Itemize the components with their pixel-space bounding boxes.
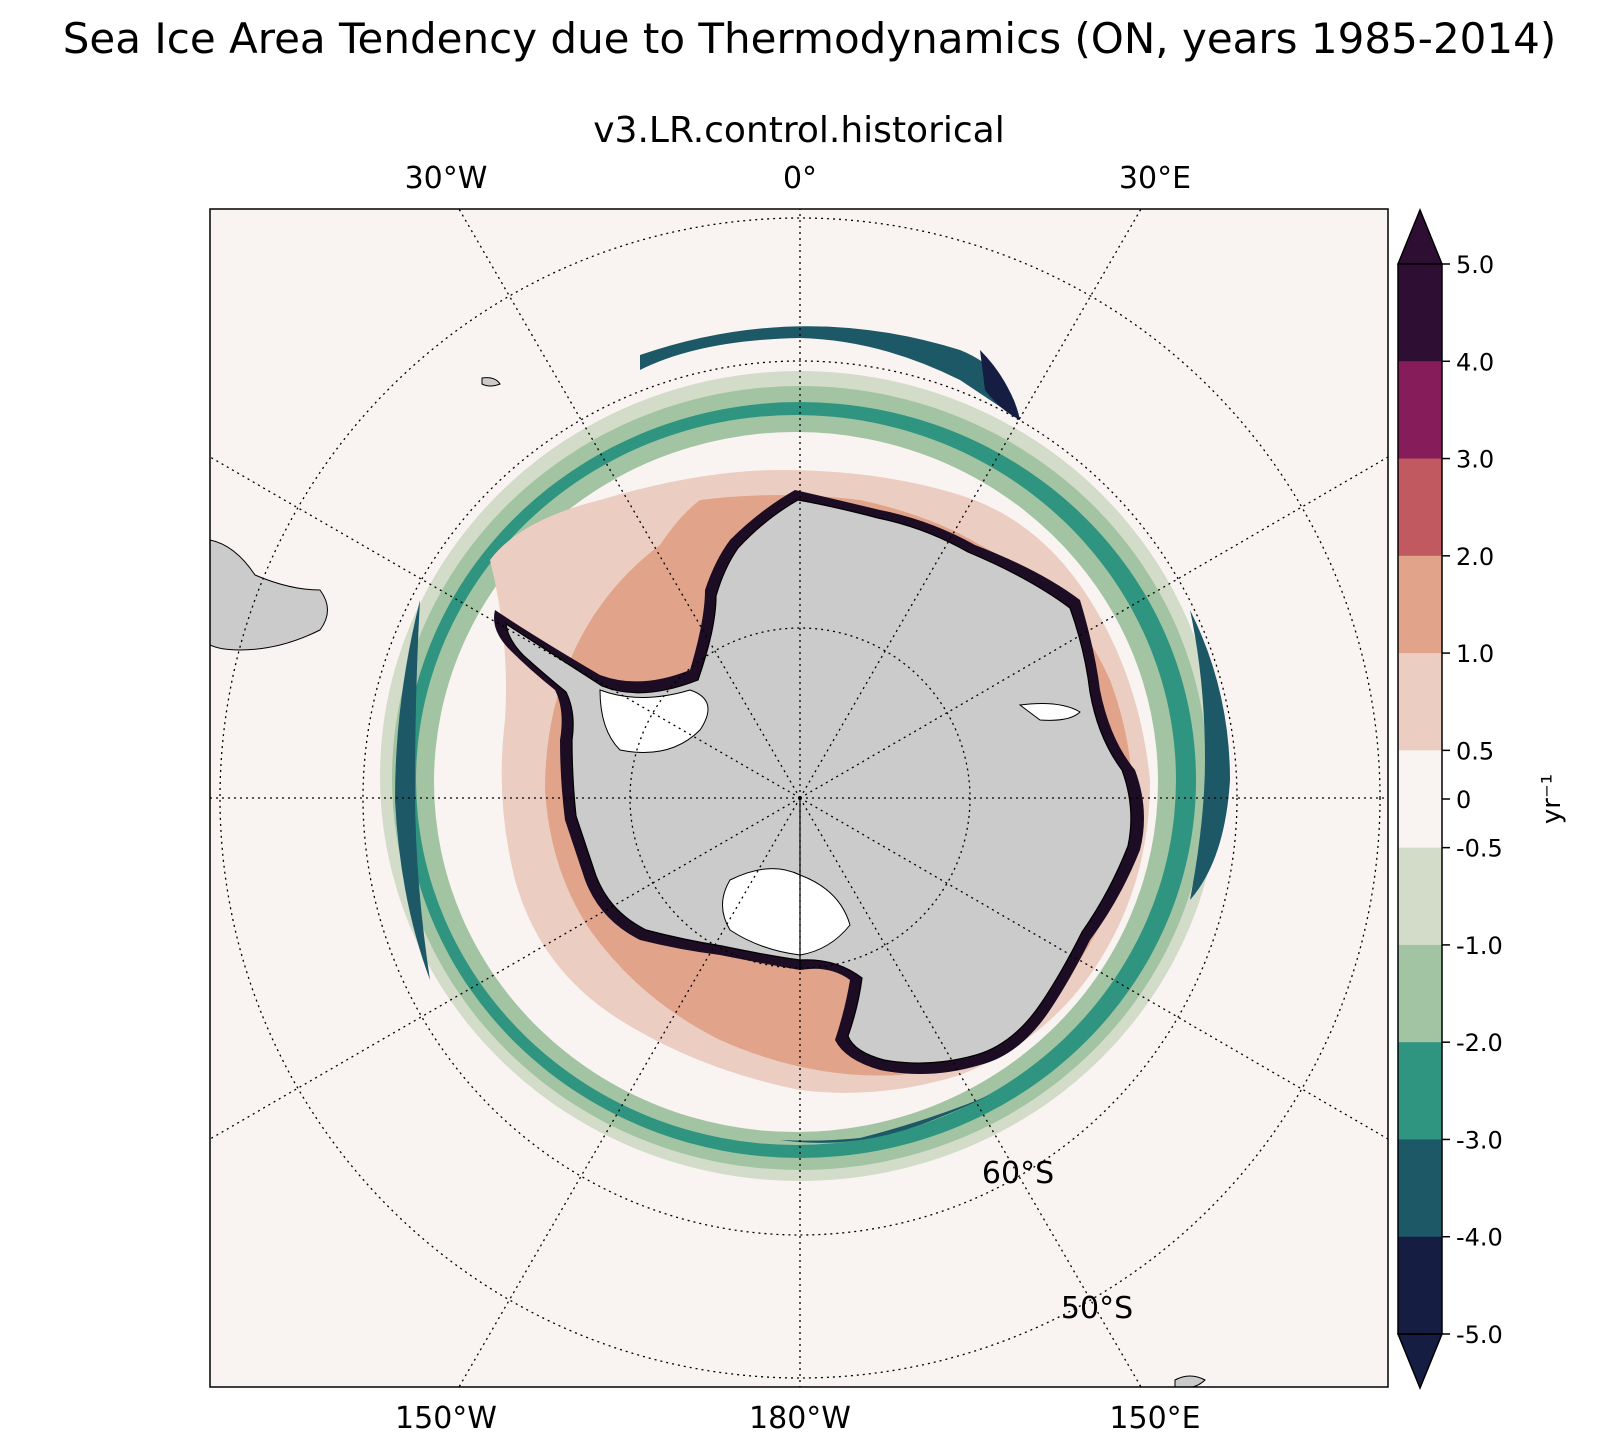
latitude-label-60s: 60°S xyxy=(982,1156,1054,1191)
colorbar-bin xyxy=(1398,264,1442,362)
latitude-circle-60s xyxy=(362,360,1238,1236)
latitude-circle-50s xyxy=(219,217,1381,1379)
colorbar-extend-min-arrow xyxy=(1396,1333,1444,1390)
longitude-label-bottom-150e: 150°E xyxy=(1109,1401,1200,1436)
colorbar-bins xyxy=(1398,264,1442,1335)
colorbar-bin xyxy=(1398,1236,1442,1335)
contour-patch-neg-3-east xyxy=(1190,610,1230,900)
colorbar-extend-max-arrow xyxy=(1396,208,1444,265)
colorbar-tick-label: 1.0 xyxy=(1456,640,1494,668)
colorbar-tick-label: 2.0 xyxy=(1456,543,1494,571)
amery-ice-shelf xyxy=(1018,703,1081,721)
colorbar-tick-label: -5.0 xyxy=(1456,1321,1503,1349)
south-georgia-island xyxy=(481,377,501,387)
antarctica-landmass xyxy=(494,490,1144,1074)
colorbar-tick-label: 3.0 xyxy=(1456,446,1494,474)
map-subtitle: v3.LR.control.historical xyxy=(593,110,1005,151)
colorbar-ticks: 5.0 4.0 3.0 2.0 1.0 0.5 0 -0.5 -1.0 -2.0 -3.0 -4.0 -… xyxy=(1442,251,1503,1349)
colorbar-bin xyxy=(1398,555,1442,654)
ross-ice-shelf xyxy=(722,868,851,956)
longitude-label-bottom-180w: 180°W xyxy=(749,1401,851,1436)
colorbar-bin xyxy=(1398,361,1442,460)
figure-title: Sea Ice Area Tendency due to Thermodynam… xyxy=(62,14,1557,63)
colorbar-tick-label: -1.0 xyxy=(1456,932,1503,960)
longitude-label-top-30w: 30°W xyxy=(405,161,488,196)
antarctica-land xyxy=(505,499,1132,1064)
latitude-label-50s: 50°S xyxy=(1061,1291,1133,1326)
colorbar-bin xyxy=(1398,1042,1442,1140)
colorbar-tick-label: -0.5 xyxy=(1456,835,1503,863)
map-panel: 60°S 50°S 30°W 0° 30°E 150°W 180°W 150°E xyxy=(209,161,1389,1436)
colorbar: 5.0 4.0 3.0 2.0 1.0 0.5 0 -0.5 -1.0 -2.0 -3.0 -4.0 -… xyxy=(1396,208,1567,1390)
colorbar-bin xyxy=(1398,458,1442,557)
colorbar-bin xyxy=(1398,1139,1442,1238)
colorbar-tick-label: 5.0 xyxy=(1456,251,1494,279)
colorbar-tick-label: -3.0 xyxy=(1456,1126,1503,1154)
contour-patch-neg-3-south xyxy=(780,1095,990,1143)
colorbar-bin xyxy=(1398,847,1442,946)
colorbar-tick-label: 0 xyxy=(1456,786,1471,814)
longitude-label-bottom-150w: 150°W xyxy=(395,1401,497,1436)
colorbar-tick-label: 4.0 xyxy=(1456,348,1494,376)
contour-patch-neg-3-north xyxy=(640,326,1020,420)
colorbar-tick-label: -4.0 xyxy=(1456,1224,1503,1252)
colorbar-bin xyxy=(1398,653,1442,751)
contour-patch-neg-4-northeast xyxy=(980,350,1020,420)
contour-patch-neg-3-west xyxy=(395,600,430,980)
south-america-landmass xyxy=(210,539,328,651)
colorbar-bin xyxy=(1398,944,1442,1043)
colorbar-bin xyxy=(1398,750,1442,849)
new-zealand-landmass xyxy=(1174,1375,1206,1387)
weddell-ice-shelf xyxy=(599,689,709,753)
colorbar-tick-label: -2.0 xyxy=(1456,1029,1503,1057)
longitude-label-top-0: 0° xyxy=(783,161,817,196)
map-frame xyxy=(209,208,1389,1388)
colorbar-label: yr⁻¹ xyxy=(1537,774,1567,824)
graticule xyxy=(210,209,1388,1387)
longitude-label-top-30e: 30°E xyxy=(1119,161,1191,196)
colorbar-tick-label: 0.5 xyxy=(1456,737,1494,765)
